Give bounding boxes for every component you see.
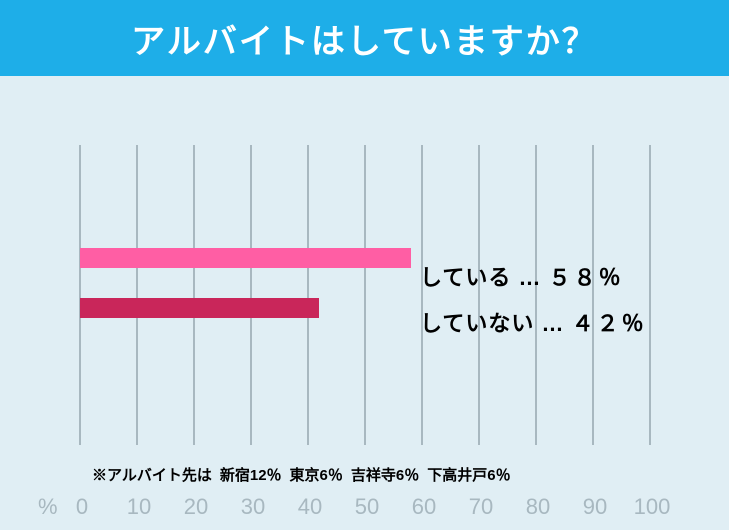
chart-title: アルバイトはしていますか？ [131, 14, 598, 63]
x-tick: 30 [233, 494, 273, 520]
x-tick: 50 [347, 494, 387, 520]
gridline [250, 145, 252, 445]
bar [80, 248, 411, 268]
x-tick: 80 [518, 494, 558, 520]
x-tick: 60 [404, 494, 444, 520]
separator: … [511, 265, 548, 290]
x-tick: 100 [632, 494, 672, 520]
bar-label-pct: ４２％ [572, 311, 647, 336]
bar-label-pct: ５８％ [549, 265, 624, 290]
bar-labels: している … ５８％ していない … ４２％ [420, 260, 647, 352]
footnote-item: 吉祥寺6％ [351, 467, 419, 484]
gridline [79, 145, 81, 445]
gridline [193, 145, 195, 445]
footnote: ※アルバイト先は新宿12％ 東京6％ 吉祥寺6％ 下高井戸6％ [92, 464, 519, 485]
x-tick: 40 [290, 494, 330, 520]
bar-label-text: していない [420, 311, 534, 336]
x-tick: 90 [575, 494, 615, 520]
footnote-item: 東京6％ [290, 467, 343, 484]
title-bar: アルバイトはしていますか？ [0, 0, 729, 76]
x-tick: 10 [119, 494, 159, 520]
chart-container: アルバイトはしていますか？ している … ５８％ していない … ４２％ ※アルバ… [0, 0, 729, 530]
gridline [649, 145, 651, 445]
x-tick: 20 [176, 494, 216, 520]
bar-label-row: していない … ４２％ [420, 306, 647, 338]
footnote-item: 下高井戸6％ [427, 467, 510, 484]
x-tick: 70 [461, 494, 501, 520]
gridline [136, 145, 138, 445]
bar-label-text: している [420, 265, 511, 290]
bar-label-row: している … ５８％ [420, 260, 647, 292]
footnote-item: 新宿12％ [220, 467, 282, 484]
bar [80, 298, 319, 318]
footnote-prefix: ※アルバイト先は [92, 467, 212, 484]
x-tick: 0 [62, 494, 102, 520]
x-axis-unit: % [38, 494, 58, 520]
gridline [364, 145, 366, 445]
separator: … [534, 311, 571, 336]
gridline [307, 145, 309, 445]
